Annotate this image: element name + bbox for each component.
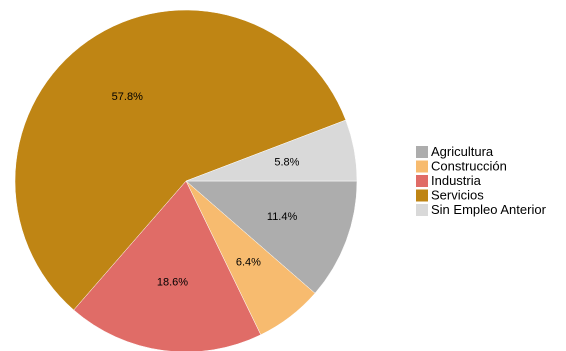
pie-slice-labels: 11.4% 6.4% 18.6% 57.8% 5.8% (112, 91, 300, 289)
pie-slice-label: 6.4% (236, 256, 261, 268)
legend-swatch (416, 160, 428, 173)
pie-slice-industria (73, 180, 262, 351)
legend-label: Servicios (431, 187, 484, 202)
legend-swatch (416, 175, 428, 187)
pie-slice-label: 57.8% (112, 91, 143, 103)
pie-slice-label: 11.4% (267, 211, 298, 223)
pie-slice-label: 18.6% (157, 277, 188, 289)
pie-slice-label: 5.8% (274, 156, 299, 168)
pie-slice-servicios (14, 9, 347, 311)
legend-swatch (416, 146, 428, 158)
legend-swatch (416, 204, 428, 216)
legend-label: Agricultura (431, 144, 494, 159)
legend: AgriculturaConstrucciónIndustriaServicio… (416, 144, 547, 217)
legend-swatch (416, 189, 428, 202)
legend-label: Sin Empleo Anterior (431, 202, 547, 217)
pie-slice-sin-empleo-anterior (185, 119, 358, 182)
pie-slices (14, 9, 358, 351)
legend-label: Construcción (431, 158, 507, 173)
legend-label: Industria (431, 173, 482, 188)
pie-slice-agricultura (185, 180, 358, 294)
